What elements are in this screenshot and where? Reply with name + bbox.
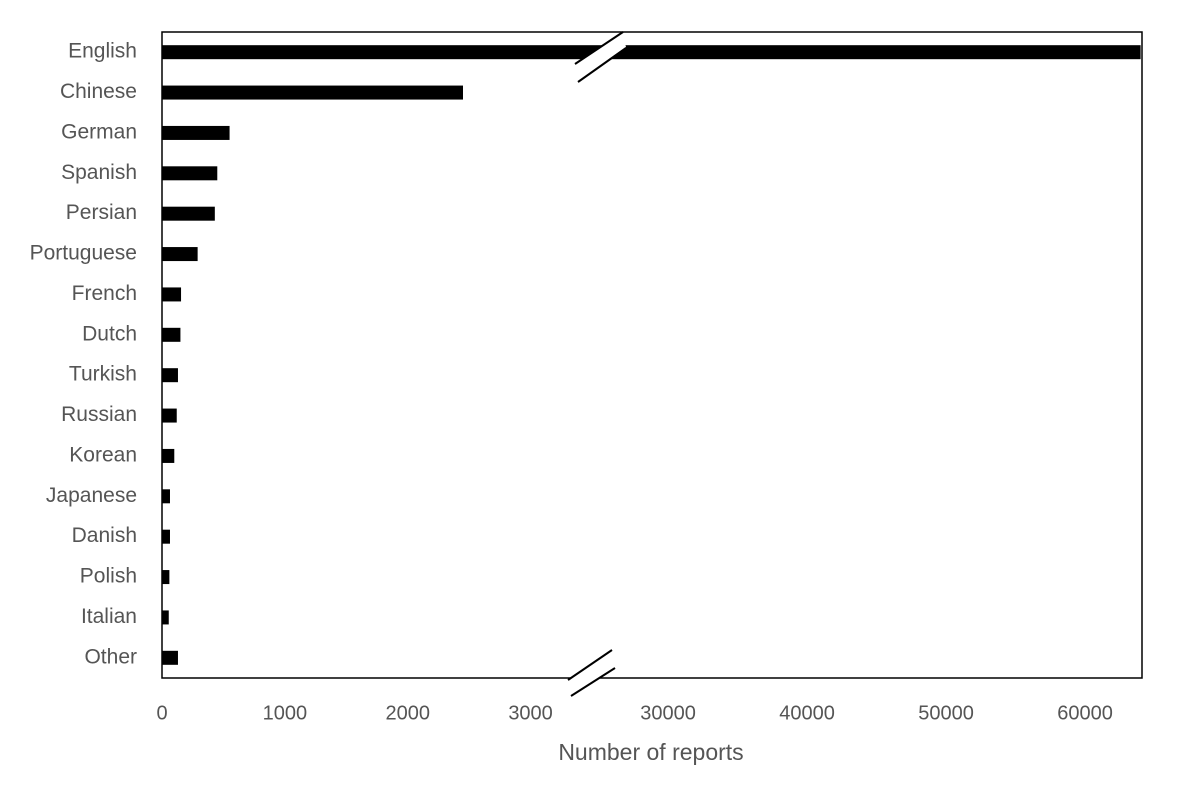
bar xyxy=(162,368,178,383)
x-tick-label: 60000 xyxy=(1057,702,1113,724)
axis-break-line xyxy=(577,47,627,83)
bar xyxy=(162,125,230,140)
bar xyxy=(162,327,181,342)
axis-break-line xyxy=(570,667,616,697)
y-tick-label: Russian xyxy=(61,403,137,426)
y-tick-label: Italian xyxy=(81,605,137,628)
bar xyxy=(162,206,215,221)
bar xyxy=(162,529,170,544)
y-tick-label: Portuguese xyxy=(30,242,137,265)
axis-break-gap xyxy=(576,32,626,80)
y-tick-label: Turkish xyxy=(69,363,137,386)
bar xyxy=(162,408,177,423)
x-tick-label: 50000 xyxy=(918,702,974,724)
y-tick-label: German xyxy=(61,120,137,143)
bar xyxy=(162,247,198,262)
bar xyxy=(162,650,178,665)
bar xyxy=(162,287,182,302)
bar xyxy=(162,45,1141,60)
bar xyxy=(162,85,463,100)
y-tick-label: Korean xyxy=(69,443,137,466)
bar xyxy=(162,570,170,585)
axis-break-line xyxy=(574,31,624,65)
x-tick-label: 2000 xyxy=(385,702,430,724)
x-axis-label: Number of reports xyxy=(558,739,743,765)
axis-break-line xyxy=(567,649,613,681)
y-tick-label: French xyxy=(72,282,137,305)
y-tick-label: English xyxy=(68,40,137,63)
x-tick-label: 3000 xyxy=(508,702,553,724)
y-tick-label: Chinese xyxy=(60,80,137,103)
y-tick-label: Dutch xyxy=(82,322,137,345)
bar xyxy=(162,166,218,181)
bar xyxy=(162,489,170,504)
y-tick-label: Persian xyxy=(66,201,137,224)
bar xyxy=(162,448,175,463)
y-tick-label: Japanese xyxy=(46,484,137,507)
bar xyxy=(162,610,169,625)
y-tick-label: Other xyxy=(84,645,137,668)
x-tick-label: 0 xyxy=(156,702,167,724)
x-tick-label: 30000 xyxy=(640,702,696,724)
y-tick-label: Polish xyxy=(80,565,137,588)
x-tick-label: 1000 xyxy=(263,702,308,724)
y-tick-label: Spanish xyxy=(61,161,137,184)
axis-break-gap xyxy=(569,650,615,696)
plot-frame xyxy=(161,31,1143,679)
y-tick-label: Danish xyxy=(72,524,137,547)
x-tick-label: 40000 xyxy=(779,702,835,724)
